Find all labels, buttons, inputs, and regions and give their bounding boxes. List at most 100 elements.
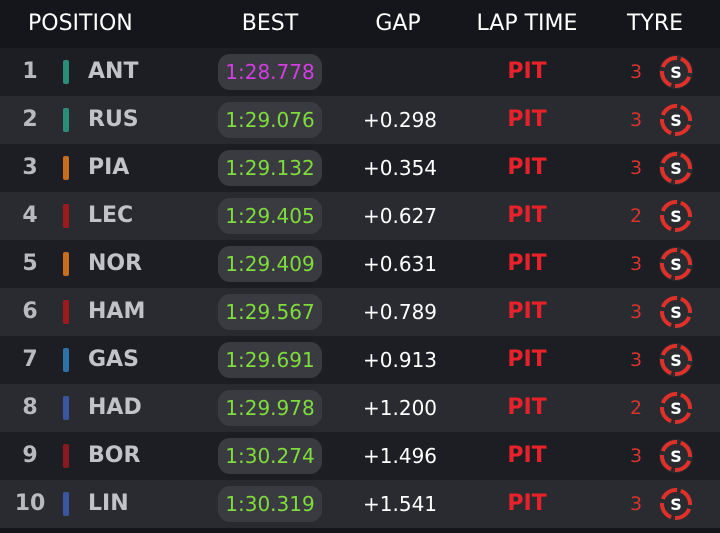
driver-code: BOR [88,443,141,468]
gap: +0.298 [363,108,438,132]
best-lap: 1:30.319 [218,486,322,522]
position: 3 [22,155,38,180]
gap: +0.354 [363,156,438,180]
header-lap-time: LAP TIME [476,11,578,36]
team-color-bar [63,60,69,84]
team-color-bar [63,108,69,132]
lap-time: PIT [507,107,547,132]
tyre-age: 3 [629,157,643,179]
tyre-icon: S [659,199,693,233]
best-lap: 1:29.132 [218,150,322,186]
header-position: POSITION [28,11,133,36]
tyre-age: 3 [629,349,643,371]
tyre-age: 3 [629,445,643,467]
team-color-bar [63,252,69,276]
position: 4 [22,203,38,228]
position: 9 [22,443,38,468]
gap: +1.496 [363,444,438,468]
tyre-icon: S [659,487,693,521]
tyre-age: 3 [629,253,643,275]
best-lap: 1:29.076 [218,102,322,138]
header-best-lap: BEST LAP [241,11,299,84]
table-row: 3 PIA 1:29.132 +0.354 PIT 3 S [0,144,720,192]
tyre-icon: S [659,103,693,137]
best-lap: 1:28.778 [218,54,322,90]
tyre-age: 3 [629,493,643,515]
lap-time: PIT [507,299,547,324]
team-color-bar [63,444,69,468]
tyre-icon: S [659,295,693,329]
driver-code: PIA [88,155,130,180]
tyre-icon: S [659,391,693,425]
lap-time: PIT [507,59,547,84]
team-color-bar [63,156,69,180]
lap-time: PIT [507,251,547,276]
best-lap: 1:29.691 [218,342,322,378]
tyre-compound: S [670,495,682,514]
header-tyre: TYRE [626,11,684,36]
lap-time: PIT [507,395,547,420]
lap-time: PIT [507,155,547,180]
lap-time: PIT [507,491,547,516]
tyre-compound: S [670,303,682,322]
driver-code: GAS [88,347,139,372]
lap-time: PIT [507,347,547,372]
team-color-bar [63,348,69,372]
position: 2 [22,107,38,132]
gap: +0.631 [363,252,438,276]
tyre-compound: S [670,351,682,370]
table-row: 7 GAS 1:29.691 +0.913 PIT 3 S [0,336,720,384]
position: 6 [22,299,38,324]
tyre-age: 3 [629,61,643,83]
best-lap: 1:29.405 [218,198,322,234]
table-row: 4 LEC 1:29.405 +0.627 PIT 2 S [0,192,720,240]
table-row: 6 HAM 1:29.567 +0.789 PIT 3 S [0,288,720,336]
tyre-compound: S [670,63,682,82]
tyre-compound: S [670,399,682,418]
driver-code: LEC [88,203,134,228]
gap: +1.541 [363,492,438,516]
driver-code: ANT [88,59,139,84]
tyre-icon: S [659,151,693,185]
gap: +0.627 [363,204,438,228]
position: 10 [14,491,46,516]
best-lap: 1:29.567 [218,294,322,330]
driver-code: LIN [88,491,129,516]
tyre-icon: S [659,247,693,281]
header-gap: GAP [375,11,421,36]
driver-code: HAM [88,299,146,324]
best-lap: 1:29.409 [218,246,322,282]
team-color-bar [63,300,69,324]
driver-code: RUS [88,107,139,132]
gap: +0.789 [363,300,438,324]
gap: +0.913 [363,348,438,372]
position: 7 [22,347,38,372]
best-lap: 1:30.274 [218,438,322,474]
tyre-icon: S [659,55,693,89]
table-row: 1 ANT 1:28.778 PIT 3 S [0,48,720,96]
position: 1 [22,59,38,84]
table-row: 9 BOR 1:30.274 +1.496 PIT 3 S [0,432,720,480]
tyre-compound: S [670,111,682,130]
table-row: 2 RUS 1:29.076 +0.298 PIT 3 S [0,96,720,144]
driver-code: HAD [88,395,142,420]
tyre-compound: S [670,159,682,178]
table-row: 10 LIN 1:30.319 +1.541 PIT 3 S [0,480,720,528]
tyre-age: 2 [629,397,643,419]
tyre-age: 3 [629,301,643,323]
team-color-bar [63,396,69,420]
tyre-compound: S [670,207,682,226]
tyre-icon: S [659,439,693,473]
lap-time: PIT [507,203,547,228]
best-lap: 1:29.978 [218,390,322,426]
tyre-age: 2 [629,205,643,227]
lap-time: PIT [507,443,547,468]
driver-code: NOR [88,251,143,276]
team-color-bar [63,204,69,228]
gap: +1.200 [363,396,438,420]
table-row: 5 NOR 1:29.409 +0.631 PIT 3 S [0,240,720,288]
tyre-compound: S [670,447,682,466]
position: 5 [22,251,38,276]
tyre-compound: S [670,255,682,274]
